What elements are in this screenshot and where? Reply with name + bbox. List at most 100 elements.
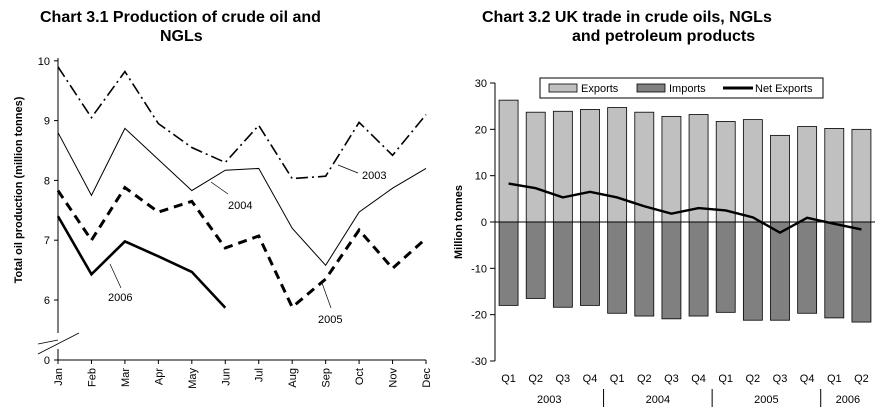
chart2-imports-bar [688, 221, 709, 317]
chart2-exports-bar [607, 107, 628, 223]
chart2-y-tick-label: 10 [475, 171, 487, 183]
chart2-year-label: 2005 [754, 394, 778, 406]
chart1-x-tick-label: Jul [254, 368, 266, 382]
chart2-legend-exports-label: Exports [581, 83, 619, 95]
chart2-x-tick-label: Q2 [528, 373, 543, 385]
chart2-y-tick-label: 30 [475, 78, 487, 90]
chart2-year-label: 2003 [537, 394, 561, 406]
chart2-imports-bar [634, 221, 655, 317]
chart1-series-label: 2004 [228, 200, 252, 212]
chart2-imports-bar [525, 221, 546, 299]
chart2-net-exports-line [508, 182, 862, 235]
chart1-y-tick-label: 0 [44, 355, 50, 367]
chart2-imports-bar [770, 221, 790, 321]
chart2-exports-bar [498, 99, 519, 223]
chart1-y-axis-label: Total oil production (million tonnes) [13, 96, 25, 283]
chart2-x-tick-label: Q3 [773, 373, 788, 385]
chart1-label-leader [210, 181, 229, 195]
chart1-x-tick-label: Nov [388, 368, 400, 388]
chart1-axis-break [37, 332, 80, 355]
chart2-exports-bar [742, 119, 763, 223]
chart2-x-tick-label: Q1 [827, 373, 842, 385]
chart2-exports-bar [851, 128, 872, 223]
chart1-axis-break [37, 339, 59, 345]
chart1-series-label: 2006 [108, 292, 132, 304]
chart2-x-tick-label: Q4 [800, 373, 815, 385]
chart2-imports-bar [824, 221, 845, 319]
chart2-exports-bar [797, 126, 818, 223]
chart2-imports-bar [661, 221, 682, 320]
chart2-imports-bar [607, 221, 628, 314]
chart2-y-tick-label: -20 [471, 310, 487, 322]
chart2-imports-bar [742, 221, 763, 321]
chart1-x-tick-label: Feb [86, 368, 98, 387]
chart2-exports-bar [661, 115, 682, 223]
chart1-label-leader [337, 164, 359, 174]
chart2-exports-bar [580, 109, 600, 223]
chart1-x-tick-label: Oct [354, 368, 366, 385]
chart2-imports-bar [797, 221, 818, 314]
chart2-exports-bar [824, 128, 845, 223]
chart1-x-tick-label: Jun [220, 368, 232, 386]
chart2-imports-bar [580, 221, 600, 306]
chart2-legend [539, 77, 824, 99]
chart1-x-tick-label: Aug [287, 368, 299, 388]
chart2-exports-bar [715, 121, 736, 223]
chart2-x-tick-label: Q4 [583, 373, 598, 385]
chart2-y-tick-label: 0 [481, 217, 487, 229]
chart1-y-tick-label: 8 [44, 175, 50, 187]
chart1-series-2006-line [56, 215, 227, 309]
chart2-year-label: 2006 [836, 394, 860, 406]
chart2-exports-bar [770, 134, 790, 223]
chart2-title-line2: and petroleum products [572, 28, 756, 45]
chart2-x-tick-label: Q3 [556, 373, 571, 385]
chart2-legend-imports-swatch [636, 83, 666, 93]
chart2-y-axis-label: Million tonnes [453, 185, 465, 259]
chart1-series-2005-line [56, 185, 427, 310]
chart1-series-2004-line [57, 127, 427, 267]
chart1-y-tick-label: 9 [44, 116, 50, 128]
chart2-y-tick-label: -10 [471, 263, 487, 275]
chart2-imports-bar [552, 221, 573, 308]
chart1-label-leader [109, 263, 122, 289]
chart2-y-tick-label: 20 [475, 124, 487, 136]
chart1-y-tick-label: 6 [44, 295, 50, 307]
chart2-title: Chart 3.2 UK trade in crude oils, NGLs a… [482, 8, 772, 46]
chart1-title-line1: Chart 3.1 Production of crude oil and [40, 9, 321, 26]
chart1-series-label: 2003 [362, 170, 386, 182]
chart2-legend-imports-label: Imports [669, 83, 706, 95]
chart1-x-tick-label: May [187, 368, 199, 389]
chart2-y-tick-label: -30 [471, 356, 487, 368]
chart1-title-line2: NGLs [160, 28, 203, 45]
chart1-x-tick-label: Mar [120, 368, 132, 387]
chart1-x-tick-label: Dec [421, 368, 433, 388]
chart2-legend-net-label: Net Exports [755, 83, 813, 95]
chart2-exports-bar [552, 110, 573, 223]
chart2-x-tick-label: Q2 [854, 373, 869, 385]
chart2-x-tick-label: Q1 [610, 373, 625, 385]
chart1-series-2003-line [57, 66, 427, 180]
chart1-title: Chart 3.1 Production of crude oil and NG… [40, 8, 321, 46]
chart2-title-line1: Chart 3.2 UK trade in crude oils, NGLs [482, 9, 772, 26]
chart1-label-leader [321, 282, 332, 309]
chart1-x-tick-label: Sep [321, 368, 333, 388]
chart2-exports-bar [525, 111, 546, 223]
chart2-exports-bar [688, 114, 709, 223]
chart2-x-tick-label: Q1 [501, 373, 516, 385]
chart2-x-tick-label: Q1 [718, 373, 733, 385]
chart2-x-tick-label: Q2 [637, 373, 652, 385]
chart2-legend-exports-swatch [548, 83, 578, 93]
chart2-imports-bar [715, 221, 736, 313]
chart2-x-tick-label: Q2 [746, 373, 761, 385]
chart2-x-tick-label: Q4 [691, 373, 706, 385]
chart2-x-tick-label: Q3 [664, 373, 679, 385]
chart1-x-tick-label: Apr [153, 368, 165, 385]
chart1-series-label: 2005 [318, 314, 342, 326]
chart2-imports-bar [851, 221, 872, 323]
chart1-x-tick-label: Jan [53, 368, 65, 386]
chart2-year-label: 2004 [646, 394, 670, 406]
chart1-y-tick-label: 10 [38, 56, 50, 68]
chart2-imports-bar [498, 221, 519, 306]
chart1-y-tick-label: 7 [44, 235, 50, 247]
